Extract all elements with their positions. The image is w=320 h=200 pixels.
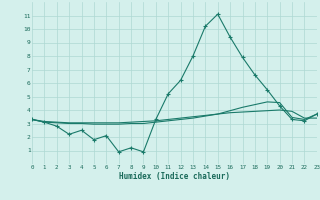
X-axis label: Humidex (Indice chaleur): Humidex (Indice chaleur) bbox=[119, 172, 230, 181]
